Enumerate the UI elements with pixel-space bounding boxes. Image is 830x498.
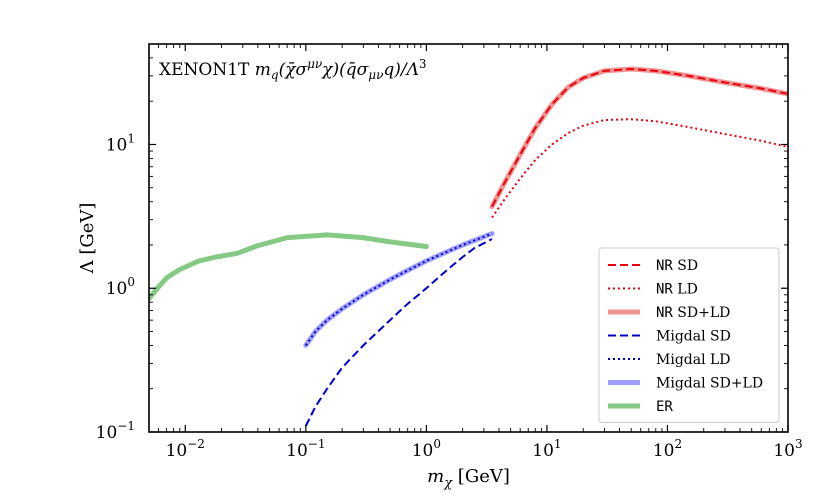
legend-item-mig-sdld: Migdal SD+LD (608, 376, 763, 392)
legend-name: Migdal SD (656, 329, 731, 345)
x-axis-label: mχ [GeV] (427, 466, 510, 491)
title-sub-2: μν (368, 68, 383, 82)
tick-base: 10 (166, 441, 188, 461)
tick-exponent: −2 (187, 437, 205, 451)
series-line-er (149, 232, 429, 301)
x-tick-label: 10−2 (166, 437, 205, 461)
series-line-mig-sd (304, 238, 493, 427)
tick-base: 10 (286, 441, 308, 461)
legend-label: Migdal LD (656, 352, 731, 368)
x-label-sub: χ (443, 476, 453, 491)
plot-frame (148, 43, 789, 433)
legend-label: NR SD (656, 258, 698, 274)
x-tick-label: 100 (412, 437, 441, 461)
title-part-2: χ)(q̄σ (321, 60, 368, 80)
tick-base: 10 (106, 279, 128, 299)
x-tick-label: 101 (532, 437, 561, 461)
y-tick-label: 100 (106, 275, 135, 299)
legend-prefix: NR (656, 258, 673, 274)
chart-title: XENON1T mq(χ̄σμνχ)(q̄σμνq)/Λ3 (159, 57, 427, 82)
legend-name: Migdal LD (656, 352, 731, 368)
tick-exponent: 1 (554, 437, 562, 451)
legend-name: SD+LD (673, 305, 731, 321)
tick-base: 10 (412, 441, 434, 461)
tick-base: 10 (653, 441, 675, 461)
legend-item-nr-ld: NR LD (608, 282, 698, 298)
legend-item-mig-ld: Migdal LD (608, 352, 731, 368)
legend-prefix: NR (656, 305, 673, 321)
y-tick-label: 10−1 (96, 419, 135, 443)
x-tick-label: 102 (653, 437, 682, 461)
title-sup-3: 3 (419, 57, 427, 71)
title-prefix: XENON1T (159, 60, 255, 80)
legend-label: Migdal SD (656, 329, 731, 345)
series-line-nr-sd (491, 68, 788, 208)
tick-exponent: 0 (127, 275, 135, 289)
tick-exponent: 2 (674, 437, 682, 451)
series-layer (149, 66, 788, 427)
tick-exponent: 3 (795, 437, 803, 451)
x-label-unit: [GeV] (452, 466, 510, 487)
title-m: m (255, 60, 271, 80)
y-tick-label: 101 (106, 131, 135, 155)
legend-name: Migdal SD+LD (656, 376, 763, 392)
x-label-m: m (427, 466, 444, 487)
legend-label: NR SD+LD (656, 305, 730, 321)
legend-item-nr-sd: NR SD (608, 258, 698, 274)
legend-name: ER (656, 399, 673, 415)
tick-base: 10 (106, 135, 128, 155)
legend-name: LD (673, 282, 698, 298)
tick-exponent: −1 (308, 437, 326, 451)
tick-exponent: 0 (433, 437, 441, 451)
legend-box (598, 247, 780, 423)
x-tick-label: 10−1 (286, 437, 325, 461)
title-part-1: (χ̄σ (279, 60, 308, 80)
tick-exponent: 1 (127, 131, 135, 145)
legend-item-er: ER (608, 399, 673, 415)
title-sub-q: q (271, 68, 279, 82)
title-sup-1: μν (307, 57, 322, 71)
legend-item-nr-sdld: NR SD+LD (608, 305, 730, 321)
legend-label: ER (656, 399, 673, 415)
title-part-3: q)/Λ (383, 60, 419, 80)
x-tick-label: 103 (773, 437, 802, 461)
legend-name: SD (673, 258, 698, 274)
tick-exponent: −1 (117, 419, 135, 433)
legend-label: NR LD (656, 282, 698, 298)
legend-prefix: NR (656, 282, 673, 298)
y-axis-label: Λ [GeV] (77, 203, 98, 275)
legend-label: Migdal SD+LD (656, 376, 763, 392)
tick-base: 10 (532, 441, 554, 461)
legend-item-mig-sd: Migdal SD (608, 329, 731, 345)
series-line-mig-ld (304, 232, 493, 346)
tick-base: 10 (96, 423, 118, 443)
tick-base: 10 (773, 441, 795, 461)
